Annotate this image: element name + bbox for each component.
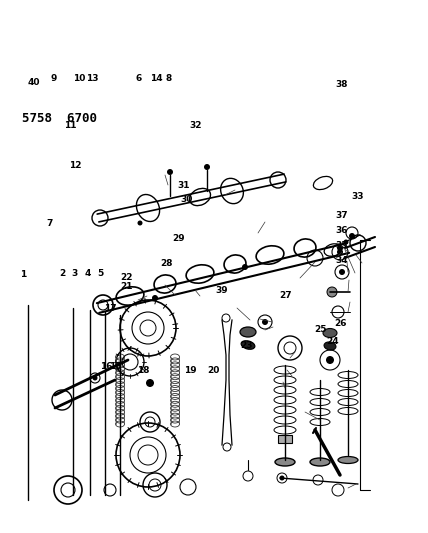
Text: 26: 26 <box>334 319 347 328</box>
Circle shape <box>242 264 248 270</box>
Text: 36: 36 <box>335 226 348 235</box>
Text: 2: 2 <box>59 269 65 278</box>
Text: 40: 40 <box>27 78 40 87</box>
Circle shape <box>204 164 210 170</box>
Text: 5758  6700: 5758 6700 <box>22 112 97 125</box>
Circle shape <box>326 356 334 364</box>
Circle shape <box>337 245 343 251</box>
Text: 1: 1 <box>21 270 27 279</box>
Text: 16: 16 <box>100 362 113 371</box>
Text: 31: 31 <box>177 181 190 190</box>
Bar <box>278 435 292 443</box>
Ellipse shape <box>275 458 295 466</box>
Circle shape <box>146 379 154 387</box>
Circle shape <box>337 249 343 255</box>
Ellipse shape <box>241 341 255 349</box>
Text: 18: 18 <box>137 366 150 375</box>
Text: 5: 5 <box>98 269 104 278</box>
Circle shape <box>279 475 285 481</box>
Text: 27: 27 <box>279 292 292 300</box>
Text: 12: 12 <box>68 161 81 169</box>
Text: 14: 14 <box>150 75 163 83</box>
Text: 20: 20 <box>207 366 219 375</box>
Circle shape <box>137 221 143 225</box>
Text: 17: 17 <box>104 304 117 312</box>
Circle shape <box>339 269 345 275</box>
Text: 28: 28 <box>160 260 172 268</box>
Text: 15: 15 <box>109 362 122 371</box>
Ellipse shape <box>324 342 336 350</box>
Ellipse shape <box>310 458 330 466</box>
Text: 29: 29 <box>172 235 185 243</box>
Text: 8: 8 <box>166 75 172 83</box>
Text: 9: 9 <box>51 75 56 83</box>
Text: 32: 32 <box>190 121 202 130</box>
Text: 30: 30 <box>180 196 192 204</box>
Ellipse shape <box>338 456 358 464</box>
Text: 4: 4 <box>85 269 91 278</box>
Text: 34: 34 <box>335 256 348 264</box>
Text: 22: 22 <box>120 273 133 281</box>
Circle shape <box>167 169 173 175</box>
Text: 25: 25 <box>314 325 327 334</box>
Text: 3: 3 <box>72 269 78 278</box>
Circle shape <box>349 233 355 239</box>
Text: 19: 19 <box>184 366 197 375</box>
Circle shape <box>327 287 337 297</box>
Text: 37: 37 <box>335 212 348 220</box>
Ellipse shape <box>240 327 256 337</box>
Text: 10: 10 <box>73 75 85 83</box>
Circle shape <box>344 239 348 245</box>
Text: 7: 7 <box>46 220 52 228</box>
Text: 24: 24 <box>327 337 339 345</box>
Text: 13: 13 <box>86 75 98 83</box>
Circle shape <box>152 295 158 301</box>
Text: 11: 11 <box>64 121 77 130</box>
Ellipse shape <box>323 328 337 337</box>
Text: 39: 39 <box>215 286 228 295</box>
Circle shape <box>92 376 98 381</box>
Text: 35: 35 <box>335 241 348 249</box>
Text: 6: 6 <box>136 75 142 83</box>
Text: 33: 33 <box>351 192 364 200</box>
Text: 21: 21 <box>120 282 133 291</box>
Circle shape <box>262 319 268 325</box>
Text: 38: 38 <box>335 80 348 88</box>
Text: 23: 23 <box>240 341 253 350</box>
